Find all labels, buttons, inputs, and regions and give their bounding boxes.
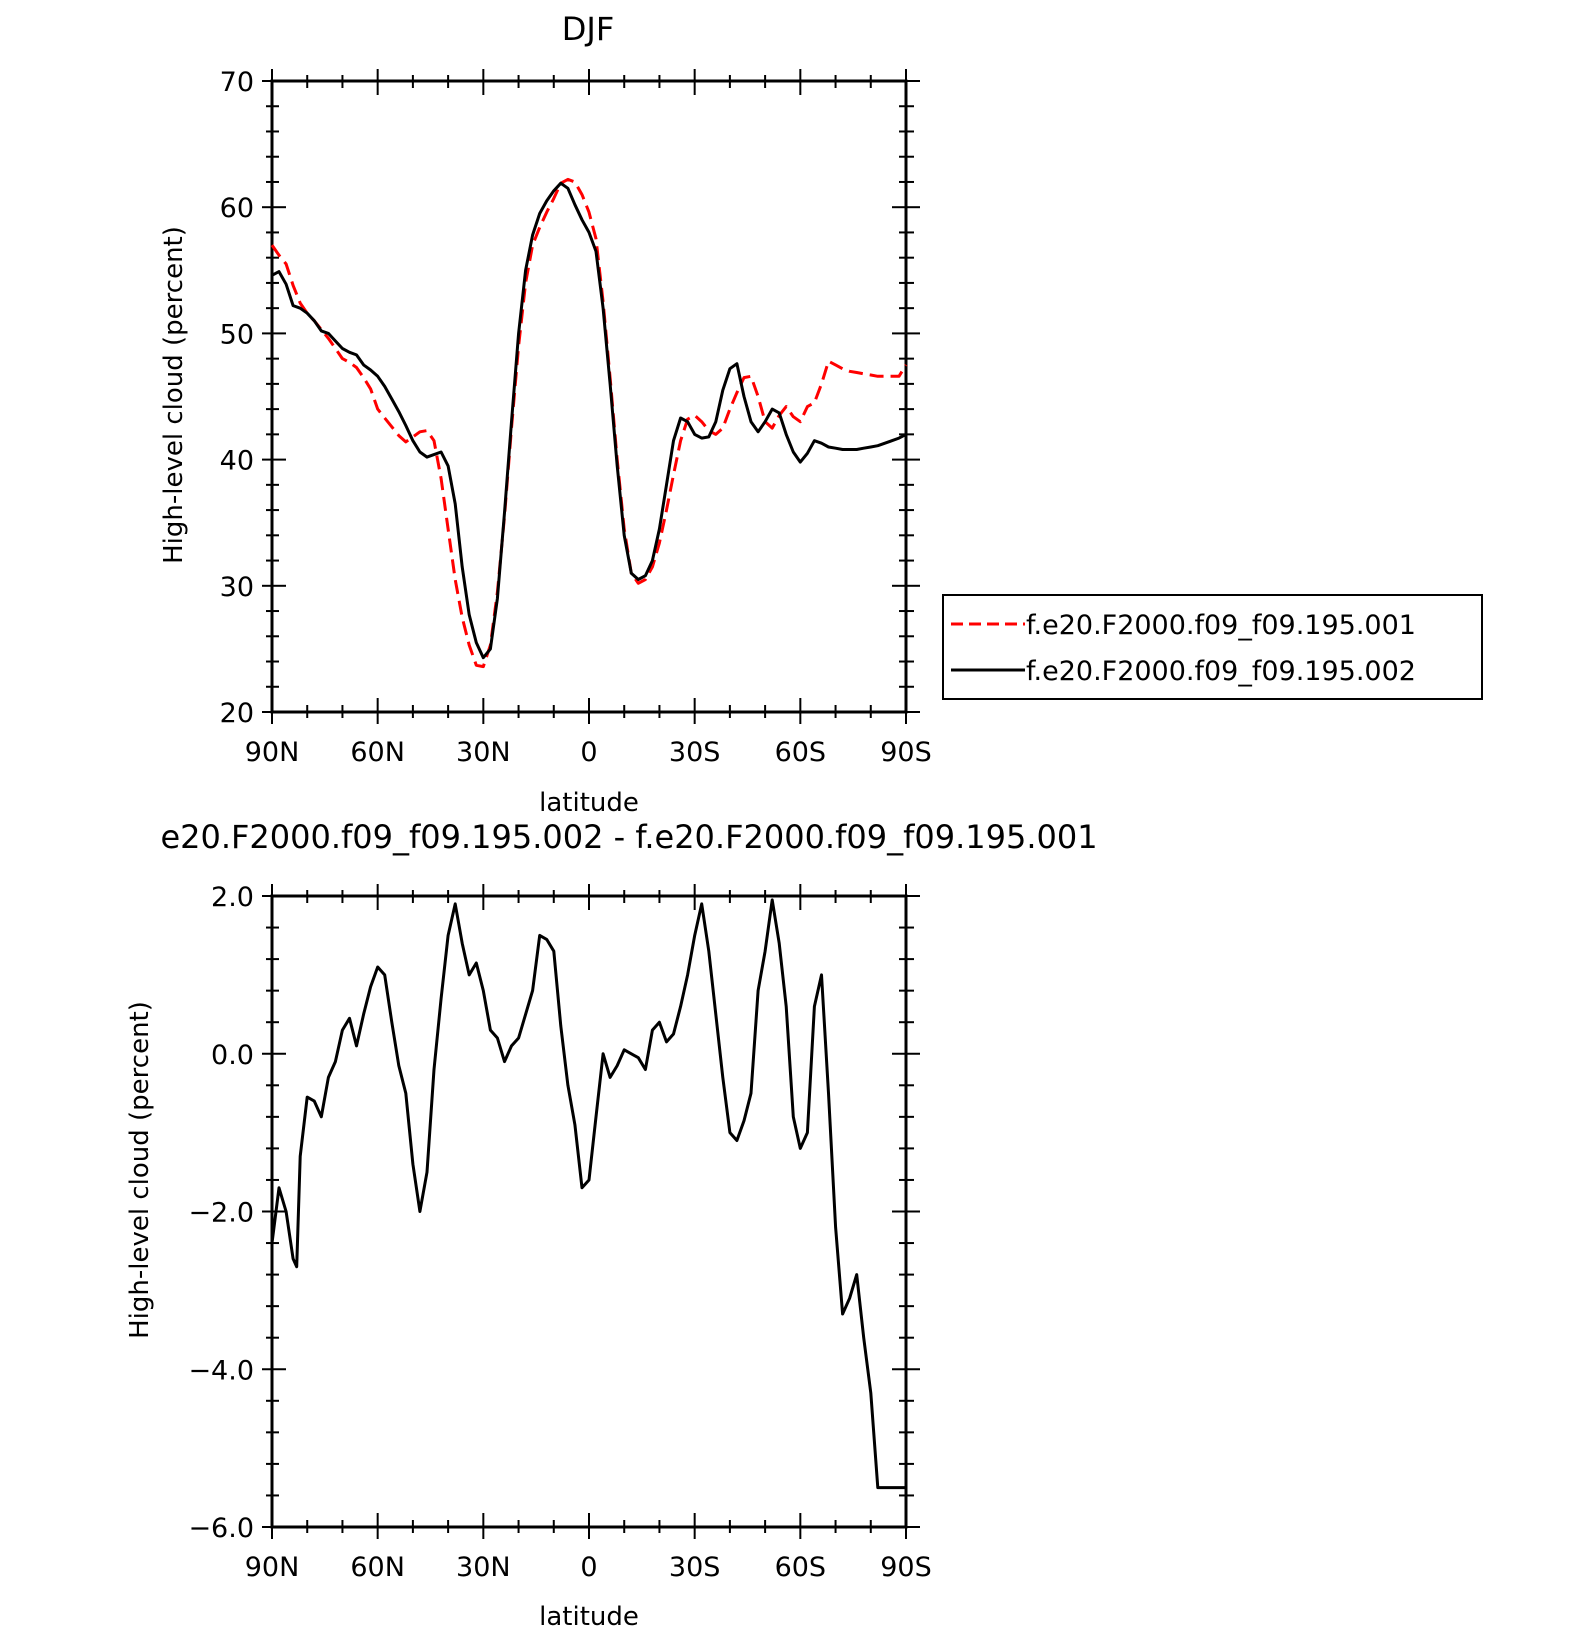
series-line-difference [270, 898, 906, 1490]
y-tick-label: 40 [220, 446, 254, 477]
x-tick-label: 60N [350, 1552, 405, 1583]
y-tick-label: −6.0 [188, 1513, 254, 1544]
bottom-chart-title: e20.F2000.f09_f09.195.002 - f.e20.F2000.… [160, 818, 1097, 856]
bottom-axes [262, 884, 920, 1539]
x-tick-label: 60S [775, 737, 827, 768]
y-tick-label: −2.0 [188, 1198, 254, 1229]
x-tick-label: 90S [880, 1552, 932, 1583]
x-tick-label: 30S [669, 737, 721, 768]
bottom-panel-difference: e20.F2000.f09_f09.195.002 - f.e20.F2000.… [125, 818, 1098, 1632]
y-tick-label: 2.0 [211, 882, 254, 913]
top-y-axis-label: High-level cloud (percent) [159, 226, 189, 564]
plot-frame [270, 79, 908, 714]
legend-label-001: f.e20.F2000.f09_f09.195.001 [1026, 610, 1416, 641]
x-tick-label: 90S [880, 737, 932, 768]
y-tick-label: 70 [220, 67, 254, 98]
bottom-plot-lines [270, 898, 906, 1490]
x-tick-label: 90N [245, 737, 300, 768]
top-x-axis-label: latitude [539, 788, 639, 818]
x-tick-label: 0 [580, 737, 597, 768]
x-tick-label: 0 [580, 1552, 597, 1583]
y-tick-label: 20 [220, 698, 254, 729]
x-tick-label: 30N [456, 1552, 511, 1583]
bottom-x-axis-label: latitude [539, 1602, 639, 1632]
y-tick-label: 30 [220, 572, 254, 603]
top-panel-djf: DJF latitude High-level cloud (percent) … [159, 10, 932, 818]
y-tick-label: 60 [220, 193, 254, 224]
legend-label-002: f.e20.F2000.f09_f09.195.002 [1026, 656, 1416, 687]
series-line-001 [270, 177, 908, 669]
x-tick-label: 30N [456, 737, 511, 768]
y-tick-label: −4.0 [188, 1355, 254, 1386]
top-chart-title: DJF [562, 10, 614, 48]
top-axes [262, 69, 920, 724]
y-tick-label: 50 [220, 319, 254, 350]
top-tick-labels: 20 30 40 50 60 70 90N 60N 30N 0 30S 60S 90S [220, 67, 932, 768]
x-tick-label: 30S [669, 1552, 721, 1583]
top-plot-lines [270, 177, 908, 669]
series-line-002 [271, 181, 907, 660]
bottom-tick-labels: −6.0 −4.0 −2.0 0.0 2.0 90N 60N 30N 0 30S 60S 90S [188, 882, 931, 1583]
legend-box [942, 594, 1483, 700]
x-tick-label: 60S [775, 1552, 827, 1583]
plot-frame [270, 894, 908, 1529]
x-tick-label: 60N [350, 737, 405, 768]
x-tick-label: 90N [245, 1552, 300, 1583]
y-tick-label: 0.0 [211, 1040, 254, 1071]
bottom-y-axis-label: High-level cloud (percent) [125, 1001, 155, 1339]
legend: f.e20.F2000.f09_f09.195.001 f.e20.F2000.… [942, 594, 1483, 700]
